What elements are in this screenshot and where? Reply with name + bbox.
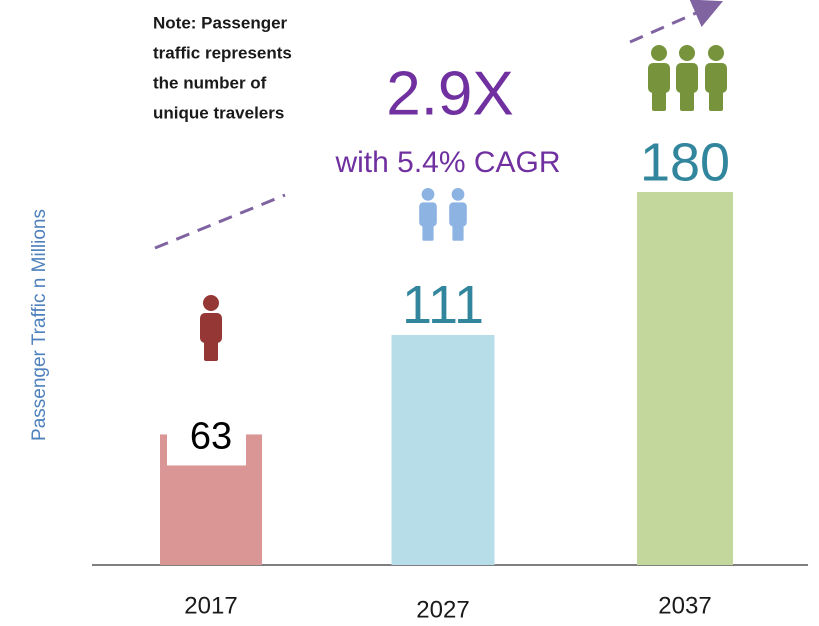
person-icon-legs: [452, 220, 464, 241]
x-tick-label: 2017: [184, 592, 237, 619]
value-label: 111: [402, 275, 484, 335]
person-icon-head: [451, 188, 465, 201]
person-icon-head: [421, 188, 435, 201]
person-icon-head: [203, 295, 219, 311]
bar: [637, 192, 733, 565]
person-icon-legs: [422, 220, 434, 241]
person-icon-legs: [652, 85, 666, 111]
person-icon-head: [708, 45, 724, 61]
person-icon-head: [651, 45, 667, 61]
note: Note: Passenger traffic represents the n…: [153, 13, 292, 122]
person-icon-legs: [680, 85, 694, 111]
x-tick-label: 2027: [416, 596, 469, 623]
note-line: the number of: [153, 73, 267, 92]
value-label: 63: [190, 415, 232, 457]
person-icon-head: [679, 45, 695, 61]
value-label-box: [167, 417, 246, 466]
note-line: Note: Passenger: [153, 13, 288, 32]
note-line: traffic represents: [153, 43, 292, 62]
bar: [391, 334, 495, 565]
person-icon-legs: [204, 335, 218, 361]
trend-arrow: [154, 193, 286, 250]
cagr: with 5.4% CAGR: [334, 146, 560, 179]
x-tick-label: 2037: [658, 592, 711, 619]
y-axis-label: Passenger Traffic n Millions: [29, 209, 50, 441]
person-icon-legs: [709, 85, 723, 111]
trend-arrow: [629, 0, 723, 44]
note-line: unique travelers: [153, 103, 284, 122]
multiplier: 2.9X: [386, 59, 514, 128]
value-label: 180: [640, 132, 730, 192]
